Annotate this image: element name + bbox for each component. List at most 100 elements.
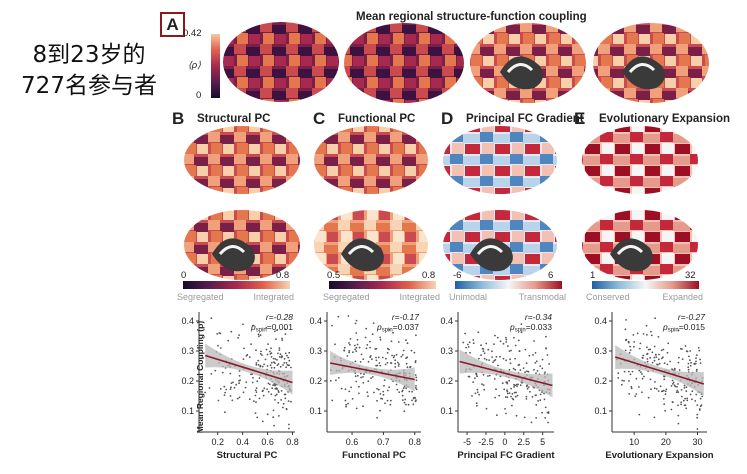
scatter-point <box>661 390 664 393</box>
scatter-point <box>274 358 277 360</box>
scatter-point <box>681 348 683 350</box>
scatter-point <box>288 427 290 430</box>
scatter-point <box>392 356 395 359</box>
scatter-point <box>354 360 357 363</box>
scatter-point <box>508 392 511 394</box>
scatter-point <box>675 391 678 394</box>
scatter-point <box>654 317 657 320</box>
scatter-point <box>628 351 631 354</box>
scatter-point <box>635 393 638 395</box>
scatter-point <box>643 375 645 378</box>
scatter-point <box>511 392 514 395</box>
scatter-point <box>409 366 411 369</box>
scatter-point <box>278 356 281 358</box>
scatter-point <box>662 398 665 400</box>
scatter-point <box>216 333 219 335</box>
scatter-point <box>252 377 254 379</box>
scatter-point <box>379 336 381 339</box>
y-tick-label: 0.1 <box>440 406 453 416</box>
scatter-point <box>359 361 362 363</box>
scatter-point <box>485 407 488 410</box>
scatter-point <box>242 391 245 394</box>
scatter-point <box>379 338 382 341</box>
scatter-point <box>267 390 270 393</box>
scatter-point <box>511 404 513 407</box>
scatter-point <box>377 388 380 391</box>
scatter-point <box>513 383 515 386</box>
scatter-point <box>638 347 641 350</box>
x-tick-label: 10 <box>629 437 639 447</box>
scatter-point <box>233 386 236 389</box>
scatter-point <box>210 373 213 375</box>
scatter-point <box>218 332 221 334</box>
scatter-point <box>344 388 347 391</box>
scatter-point <box>349 338 352 340</box>
scatter-point <box>242 323 244 326</box>
scatter-point <box>544 417 547 419</box>
scatter-point <box>379 409 381 412</box>
colorbar-low-label: Unimodal <box>449 292 488 302</box>
scatter-point <box>284 328 287 331</box>
scatter-point <box>696 368 698 371</box>
scatter-point <box>625 319 627 321</box>
scatter-point <box>277 363 280 365</box>
scatter-point <box>261 420 264 423</box>
scatter-point <box>360 376 362 379</box>
scatter-point <box>638 413 641 416</box>
scatter-point <box>539 365 542 367</box>
scatter-point <box>701 395 704 398</box>
scatter-point <box>497 364 499 367</box>
scatter-point <box>688 355 690 358</box>
x-tick-label: 0.2 <box>211 437 224 447</box>
scatter-point <box>369 355 372 357</box>
scatter-point <box>375 356 377 359</box>
scatter-point <box>381 356 384 359</box>
scatter-point <box>358 346 361 349</box>
scatter-point <box>386 399 389 402</box>
scatter-point <box>255 349 257 352</box>
scatter-point <box>522 367 525 369</box>
y-tick-label: 0.1 <box>181 406 194 416</box>
x-tick-label: 0.4 <box>236 437 249 447</box>
scatter-point <box>282 402 285 405</box>
scatter-point <box>508 368 511 371</box>
scatter-point <box>541 367 544 370</box>
scatter-point <box>658 353 660 356</box>
scatter-point <box>263 363 265 366</box>
scatter-point <box>681 358 684 360</box>
y-tick-label: 0.2 <box>440 376 453 386</box>
panel-colorbar <box>455 281 562 289</box>
scatter-point <box>383 384 385 387</box>
scatter-point <box>655 354 657 356</box>
scatter-point <box>495 388 497 391</box>
p-annotation: pspin=0.033 <box>509 322 552 334</box>
scatter-point <box>506 396 509 399</box>
scatter-point <box>356 338 359 341</box>
scatter-point <box>483 388 486 391</box>
panel-title: Structural PC <box>197 113 271 125</box>
scatter-point <box>238 396 241 399</box>
scatter-point <box>274 399 276 401</box>
brain-b-lateral <box>184 126 300 194</box>
scatter-point <box>375 347 378 350</box>
scatter-point <box>375 359 378 362</box>
scatter-point <box>677 422 680 425</box>
scatter-point <box>678 356 680 359</box>
scatter-point <box>390 362 393 364</box>
scatter-point <box>474 392 477 395</box>
scatter-point <box>366 391 369 394</box>
scatter-point <box>388 348 390 351</box>
scatter-point <box>348 342 350 344</box>
scatter-point <box>385 357 387 360</box>
scatter-point <box>505 381 508 383</box>
scatter-point <box>483 352 486 355</box>
scatter-point <box>410 349 413 352</box>
x-tick-label: 0.6 <box>261 437 274 447</box>
scatter-point <box>404 398 407 401</box>
scatter-point <box>693 362 696 365</box>
scatter-point <box>395 353 398 356</box>
scatter-point <box>662 348 665 351</box>
scatter-point <box>282 406 284 409</box>
scatter-point <box>535 360 538 363</box>
